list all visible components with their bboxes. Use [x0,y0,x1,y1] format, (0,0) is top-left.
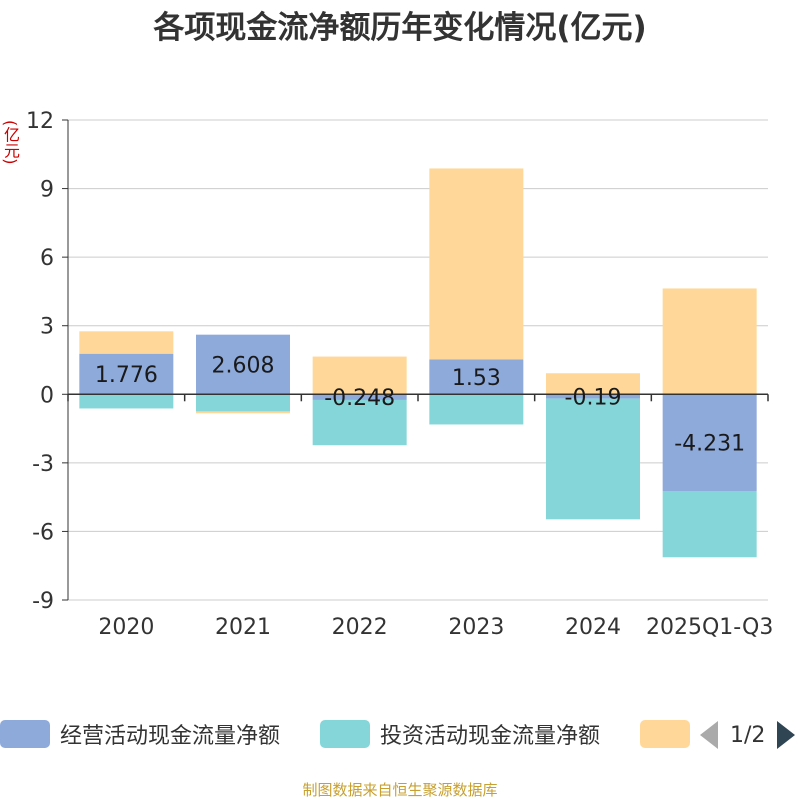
legend-item-investing[interactable]: 投资活动现金流量净额 [320,716,600,752]
data-label: -4.231 [674,432,745,457]
bar-series0-2022 [312,394,407,400]
bar-series2-2021 [196,411,290,414]
bar-series0-2025Q1-Q3 [662,394,757,491]
bar-series2-2025Q1-Q3 [662,288,757,395]
bar-series2-2022 [312,356,407,395]
y-axis-unit: (亿元) [1,120,20,165]
y-tick-label: -3 [32,452,54,477]
y-tick-label: -6 [32,520,54,545]
y-tick-label: 9 [40,178,54,203]
legend-swatch-financing [640,720,690,748]
data-label: 2.608 [212,353,275,378]
bar-series1-2020 [79,394,174,409]
legend-label-investing: 投资活动现金流量净额 [380,724,601,749]
x-tick-label: 2022 [332,615,388,640]
legend-item-financing[interactable] [640,716,700,752]
legend-item-operating[interactable]: 经营活动现金流量净额 [0,716,280,752]
legend-prev-page-icon[interactable] [700,721,718,749]
source-note: 制图数据来自恒生聚源数据库 [302,781,498,799]
bar-series2-2024 [546,373,640,395]
legend-swatch-investing [320,720,370,748]
data-label: 1.776 [95,363,158,388]
bar-series0-2021 [196,334,290,395]
y-tick-label: -9 [32,589,54,614]
x-tick-label: 2020 [98,615,154,640]
bar-series1-2025Q1-Q3 [662,490,757,558]
legend-label-operating: 经营活动现金流量净额 [60,724,281,749]
y-tick-label: 12 [26,109,54,134]
data-label: -0.248 [324,386,395,411]
bar-chart: 12 9 6 3 0 -3 -6 -9 2020 2021 2022 2023 2024 2025Q1-Q… [26,109,773,640]
legend: 经营活动现金流量净额 投资活动现金流量净额 1/2 [0,716,800,756]
legend-next-page-icon[interactable] [777,721,796,749]
y-tick-label: 0 [40,383,54,408]
data-label: 1.53 [452,366,501,391]
x-tick-label: 2025Q1-Q3 [646,615,773,640]
legend-pager: 1/2 [700,720,796,750]
bar-series2-2020 [79,331,174,354]
bar-series1-2022 [312,399,407,446]
x-tick-label: 2024 [565,615,621,640]
x-tick-label: 2023 [448,615,504,640]
bar-series2-2023 [429,168,524,360]
data-label: -0.19 [565,385,622,410]
bar-series1-2023 [429,394,524,425]
bar-series1-2021 [196,394,290,412]
chart-title: 各项现金流净额历年变化情况(亿元) [153,10,647,46]
y-tick-label: 6 [40,246,54,271]
legend-page-indicator: 1/2 [730,722,766,748]
bar-series0-2023 [429,359,524,395]
bar-series0-2020 [79,353,174,395]
y-tick-label: 3 [40,315,54,340]
legend-swatch-operating [0,720,50,748]
bar-series0-2024 [546,394,640,399]
bar-series1-2024 [546,398,640,520]
x-tick-label: 2021 [215,615,271,640]
